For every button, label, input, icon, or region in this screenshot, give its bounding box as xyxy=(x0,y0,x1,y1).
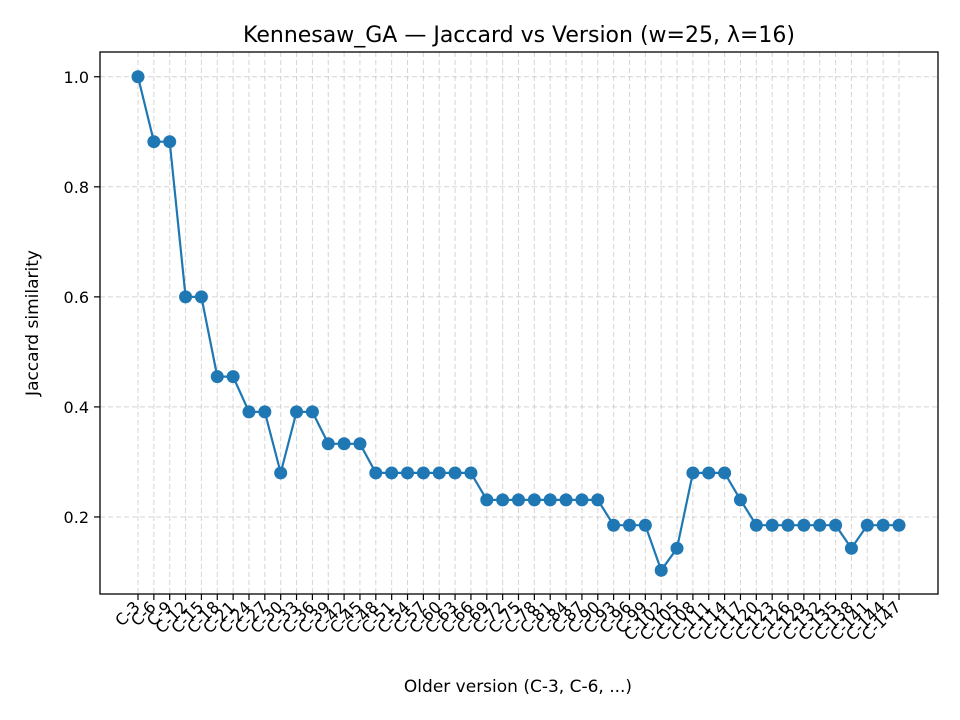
data-point xyxy=(607,518,621,532)
data-point xyxy=(781,518,795,532)
data-point xyxy=(226,370,240,384)
data-point xyxy=(844,541,858,555)
y-tick-label: 0.8 xyxy=(64,178,89,197)
data-point xyxy=(718,466,732,480)
data-point xyxy=(749,518,763,532)
data-point xyxy=(512,493,525,507)
data-point xyxy=(638,518,652,532)
data-point xyxy=(337,437,351,451)
data-point xyxy=(448,466,462,480)
y-axis-ticks: 0.2 0.4 0.6 0.8 1.0 xyxy=(64,68,100,527)
data-point xyxy=(147,135,161,149)
data-point xyxy=(765,518,779,532)
data-point xyxy=(829,518,843,532)
series-points xyxy=(131,70,906,577)
data-point xyxy=(210,370,224,384)
data-point xyxy=(733,493,747,507)
data-point xyxy=(369,466,383,480)
data-point xyxy=(305,405,319,419)
data-point xyxy=(290,405,304,419)
data-point xyxy=(654,563,668,577)
data-point xyxy=(876,518,890,532)
data-point xyxy=(401,466,415,480)
y-tick-label: 0.6 xyxy=(64,288,89,307)
y-tick-label: 0.2 xyxy=(64,508,89,527)
data-point xyxy=(622,518,636,532)
data-point xyxy=(860,518,874,532)
data-point xyxy=(813,518,827,532)
data-point xyxy=(543,493,557,507)
grid xyxy=(100,52,938,594)
data-point xyxy=(527,493,541,507)
x-axis-ticks: C-3C-6C-9C-12C-15C-18C-21C-24C-27C-30C-3… xyxy=(111,594,905,644)
data-point xyxy=(163,135,177,149)
data-point xyxy=(797,518,811,532)
data-point xyxy=(575,493,589,507)
data-point xyxy=(464,466,478,480)
y-axis-label: Jaccard similarity xyxy=(23,250,43,397)
data-point xyxy=(385,466,399,480)
y-tick-label: 0.4 xyxy=(64,398,89,417)
data-point xyxy=(274,466,288,480)
data-point xyxy=(416,466,430,480)
data-point xyxy=(686,466,700,480)
data-point xyxy=(432,466,446,480)
data-point xyxy=(194,290,208,304)
data-point xyxy=(179,290,193,304)
data-point xyxy=(480,493,494,507)
data-point xyxy=(591,493,605,507)
plot-frame xyxy=(99,51,939,595)
data-point xyxy=(131,70,145,84)
data-point xyxy=(321,437,335,451)
x-axis-label: Older version (C-3, C-6, ...) xyxy=(404,677,632,697)
data-point xyxy=(892,518,906,532)
chart-title: Kennesaw_GA — Jaccard vs Version (w=25, … xyxy=(243,23,795,48)
data-point xyxy=(559,493,573,507)
data-point xyxy=(496,493,510,507)
data-point xyxy=(670,541,684,555)
data-point xyxy=(353,437,367,451)
data-point xyxy=(702,466,716,480)
y-tick-label: 1.0 xyxy=(64,68,89,87)
data-point xyxy=(258,405,272,419)
data-point xyxy=(242,405,256,419)
